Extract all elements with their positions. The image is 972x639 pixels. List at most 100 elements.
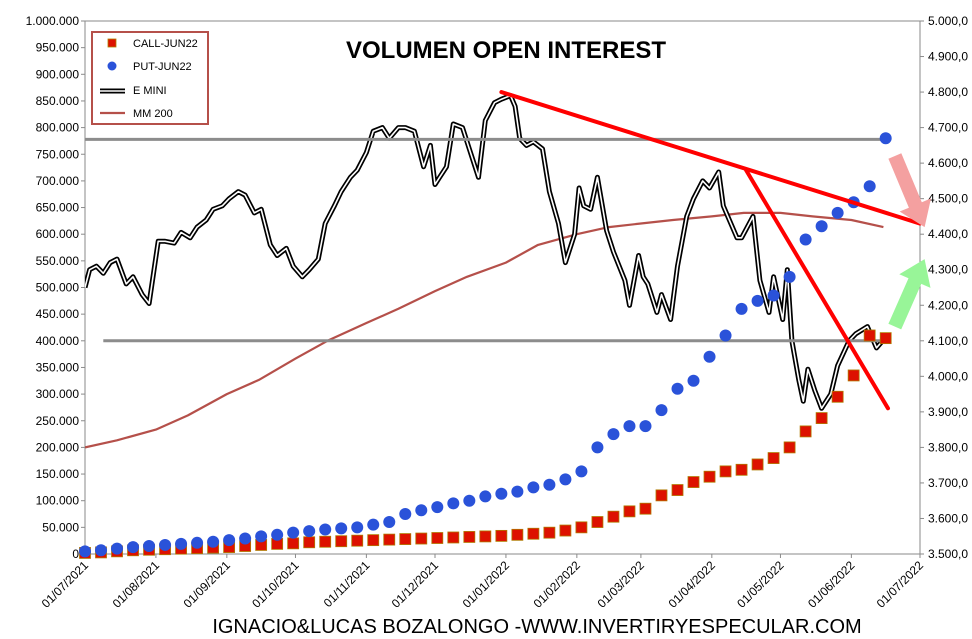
put-marker: [703, 350, 716, 363]
call-marker: [687, 476, 700, 488]
call-marker: [735, 463, 748, 476]
legend: CALL-JUN22 PUT-JUN22 E MINI MM 200: [91, 31, 209, 125]
put-marker: [367, 518, 380, 531]
right-tick-label: 3.600,0: [928, 511, 968, 525]
call-marker: [319, 535, 332, 548]
right-tick-label: 4.200,0: [928, 298, 968, 312]
call-marker: [783, 441, 796, 454]
call-marker: [463, 531, 476, 543]
put-marker: [319, 523, 332, 536]
left-tick-label: 600.000: [36, 227, 80, 241]
x-tick-label: 01/08/2021: [110, 558, 163, 611]
put-marker: [591, 441, 604, 454]
put-marker: [543, 478, 556, 491]
left-tick-label: 0: [72, 547, 79, 561]
x-tick-label: 01/12/2021: [389, 558, 442, 611]
legend-label-mm200: MM 200: [133, 108, 173, 120]
put-marker: [79, 545, 91, 558]
x-tick-label: 01/06/2022: [805, 558, 858, 611]
trend-lines: [499, 90, 922, 411]
call-marker: [383, 533, 396, 546]
put-marker: [447, 497, 460, 510]
put-marker: [575, 465, 588, 478]
legend-label-put: PUT-JUN22: [133, 61, 192, 73]
put-marker: [223, 534, 236, 547]
call-marker: [511, 528, 524, 541]
right-tick-label: 4.300,0: [928, 263, 968, 277]
x-tick-label: 01/11/2021: [321, 558, 373, 610]
left-tick-label: 350.000: [36, 360, 80, 374]
left-tick-label: 400.000: [36, 334, 80, 348]
call-marker: [303, 536, 316, 549]
put-marker: [111, 542, 124, 555]
right-tick-label: 4.700,0: [928, 121, 968, 135]
put-marker: [175, 537, 188, 550]
put-marker: [623, 420, 636, 433]
x-tick-label: 01/03/2022: [595, 558, 648, 611]
put-marker: [303, 525, 316, 538]
legend-label-call: CALL-JUN22: [133, 38, 198, 50]
put-marker: [719, 329, 732, 342]
call-marker: [767, 452, 780, 464]
emini-layer: [85, 93, 888, 411]
put-marker: [863, 180, 876, 193]
call-marker: [431, 532, 444, 544]
call-marker: [447, 531, 460, 544]
right-tick-label: 4.600,0: [928, 156, 968, 170]
plot-area: [84, 20, 921, 555]
right-tick-label: 4.800,0: [928, 85, 968, 99]
left-tick-label: 500.000: [36, 281, 80, 295]
put-marker: [783, 270, 796, 283]
left-tick-label: 200.000: [36, 440, 80, 454]
call-marker: [847, 369, 860, 382]
put-marker: [879, 132, 892, 145]
x-tick-label: 01/05/2022: [734, 558, 787, 611]
call-marker: [591, 516, 604, 528]
put-marker: [495, 487, 508, 500]
left-tick-label: 700.000: [36, 174, 80, 188]
left-tick-label: 800.000: [36, 121, 80, 135]
footer-credit: IGNACIO&LUCAS BOZALONGO -WWW.INVERTIRYES…: [212, 616, 861, 638]
put-marker: [639, 420, 652, 433]
right-axis: 3.500,0 3.600,0 3.700,0 3.800,0 3.900,0 4.000…: [920, 14, 968, 561]
put-marker: [751, 294, 764, 307]
call-marker: [719, 465, 732, 478]
mm200-line: [85, 211, 884, 449]
right-tick-label: 4.400,0: [928, 227, 968, 241]
right-tick-label: 4.500,0: [928, 192, 968, 206]
x-tick-label: 01/07/2021: [39, 558, 92, 611]
call-marker: [815, 412, 828, 424]
level-lines: [85, 137, 891, 343]
put-marker: [127, 541, 140, 554]
call-marker: [287, 537, 300, 550]
trend-arrows: [888, 153, 931, 330]
put-marker: [431, 501, 444, 514]
call-marker: [527, 527, 540, 540]
call-marker: [575, 521, 588, 534]
x-tick-label: 01/07/2022: [874, 558, 927, 611]
put-marker: [255, 530, 268, 543]
put-marker: [159, 538, 172, 551]
put-marker: [655, 404, 668, 417]
left-tick-label: 100.000: [36, 494, 80, 508]
put-marker: [239, 532, 252, 545]
put-marker: [207, 535, 220, 548]
put-marker: [671, 382, 684, 395]
call-marker: [543, 526, 556, 539]
x-tick-label: 01/02/2022: [531, 558, 584, 611]
left-tick-label: 50.000: [42, 520, 79, 534]
right-tick-label: 4.000,0: [928, 369, 968, 383]
left-tick-label: 150.000: [36, 467, 80, 481]
put-marker: [831, 206, 844, 219]
call-marker: [863, 329, 876, 342]
put-marker: [143, 540, 156, 553]
put-marker: [799, 233, 812, 246]
call-marker: [655, 489, 668, 502]
call-marker: [879, 332, 892, 345]
left-axis: 0 50.000 100.000 150.000 200.000 250.000 300.0…: [26, 14, 85, 561]
trend-line: [744, 168, 890, 411]
put-marker: [767, 289, 780, 302]
put-marker: [463, 494, 476, 507]
call-marker: [703, 470, 716, 483]
put-marker: [527, 481, 540, 494]
